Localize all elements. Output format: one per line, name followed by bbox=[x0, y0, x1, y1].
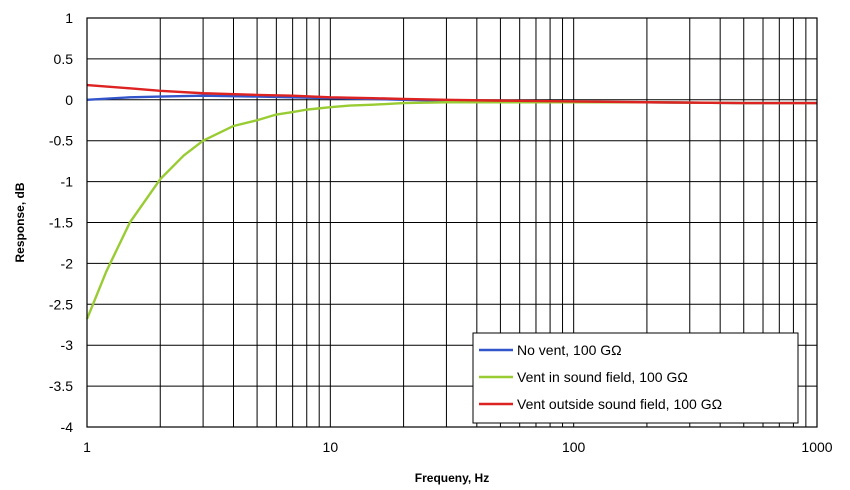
y-tick-label: -2.5 bbox=[49, 296, 73, 312]
y-tick-label: -1 bbox=[61, 174, 74, 190]
y-tick-label: 0 bbox=[65, 92, 73, 108]
x-axis-label: Frequeny, Hz bbox=[415, 471, 489, 485]
x-tick-label: 1 bbox=[83, 439, 91, 455]
y-tick-label: -3.5 bbox=[49, 378, 73, 394]
y-tick-labels: 1 0.5 0 -0.5 -1 -1.5 -2 -2.5 -3 -3.5 -4 bbox=[49, 10, 73, 435]
x-tick-label: 100 bbox=[562, 439, 586, 455]
x-tick-label: 10 bbox=[323, 439, 339, 455]
legend-entry: No vent, 100 GΩ bbox=[517, 342, 622, 358]
legend: No vent, 100 GΩ Vent in sound field, 100 … bbox=[472, 332, 799, 424]
y-tick-label: -2 bbox=[61, 255, 74, 271]
y-tick-label: -4 bbox=[61, 419, 74, 435]
y-tick-label: -1.5 bbox=[49, 215, 73, 231]
series-line-2 bbox=[85, 101, 817, 320]
y-tick-label: -0.5 bbox=[49, 133, 73, 149]
y-tick-label: 1 bbox=[65, 10, 73, 26]
y-tick-label: -3 bbox=[61, 337, 74, 353]
legend-entry: Vent outside sound field, 100 GΩ bbox=[517, 396, 722, 412]
x-tick-labels: 1 10 100 1000 bbox=[83, 439, 833, 455]
series-line-3 bbox=[86, 83, 817, 105]
legend-entry: Vent in sound field, 100 GΩ bbox=[517, 369, 688, 385]
series-layer bbox=[85, 83, 817, 320]
x-tick-label: 1000 bbox=[801, 439, 832, 455]
y-tick-label: 0.5 bbox=[54, 51, 74, 67]
y-axis-label: Response, dB bbox=[13, 182, 27, 262]
plot-frame bbox=[86, 17, 818, 428]
legend-box bbox=[472, 332, 799, 424]
